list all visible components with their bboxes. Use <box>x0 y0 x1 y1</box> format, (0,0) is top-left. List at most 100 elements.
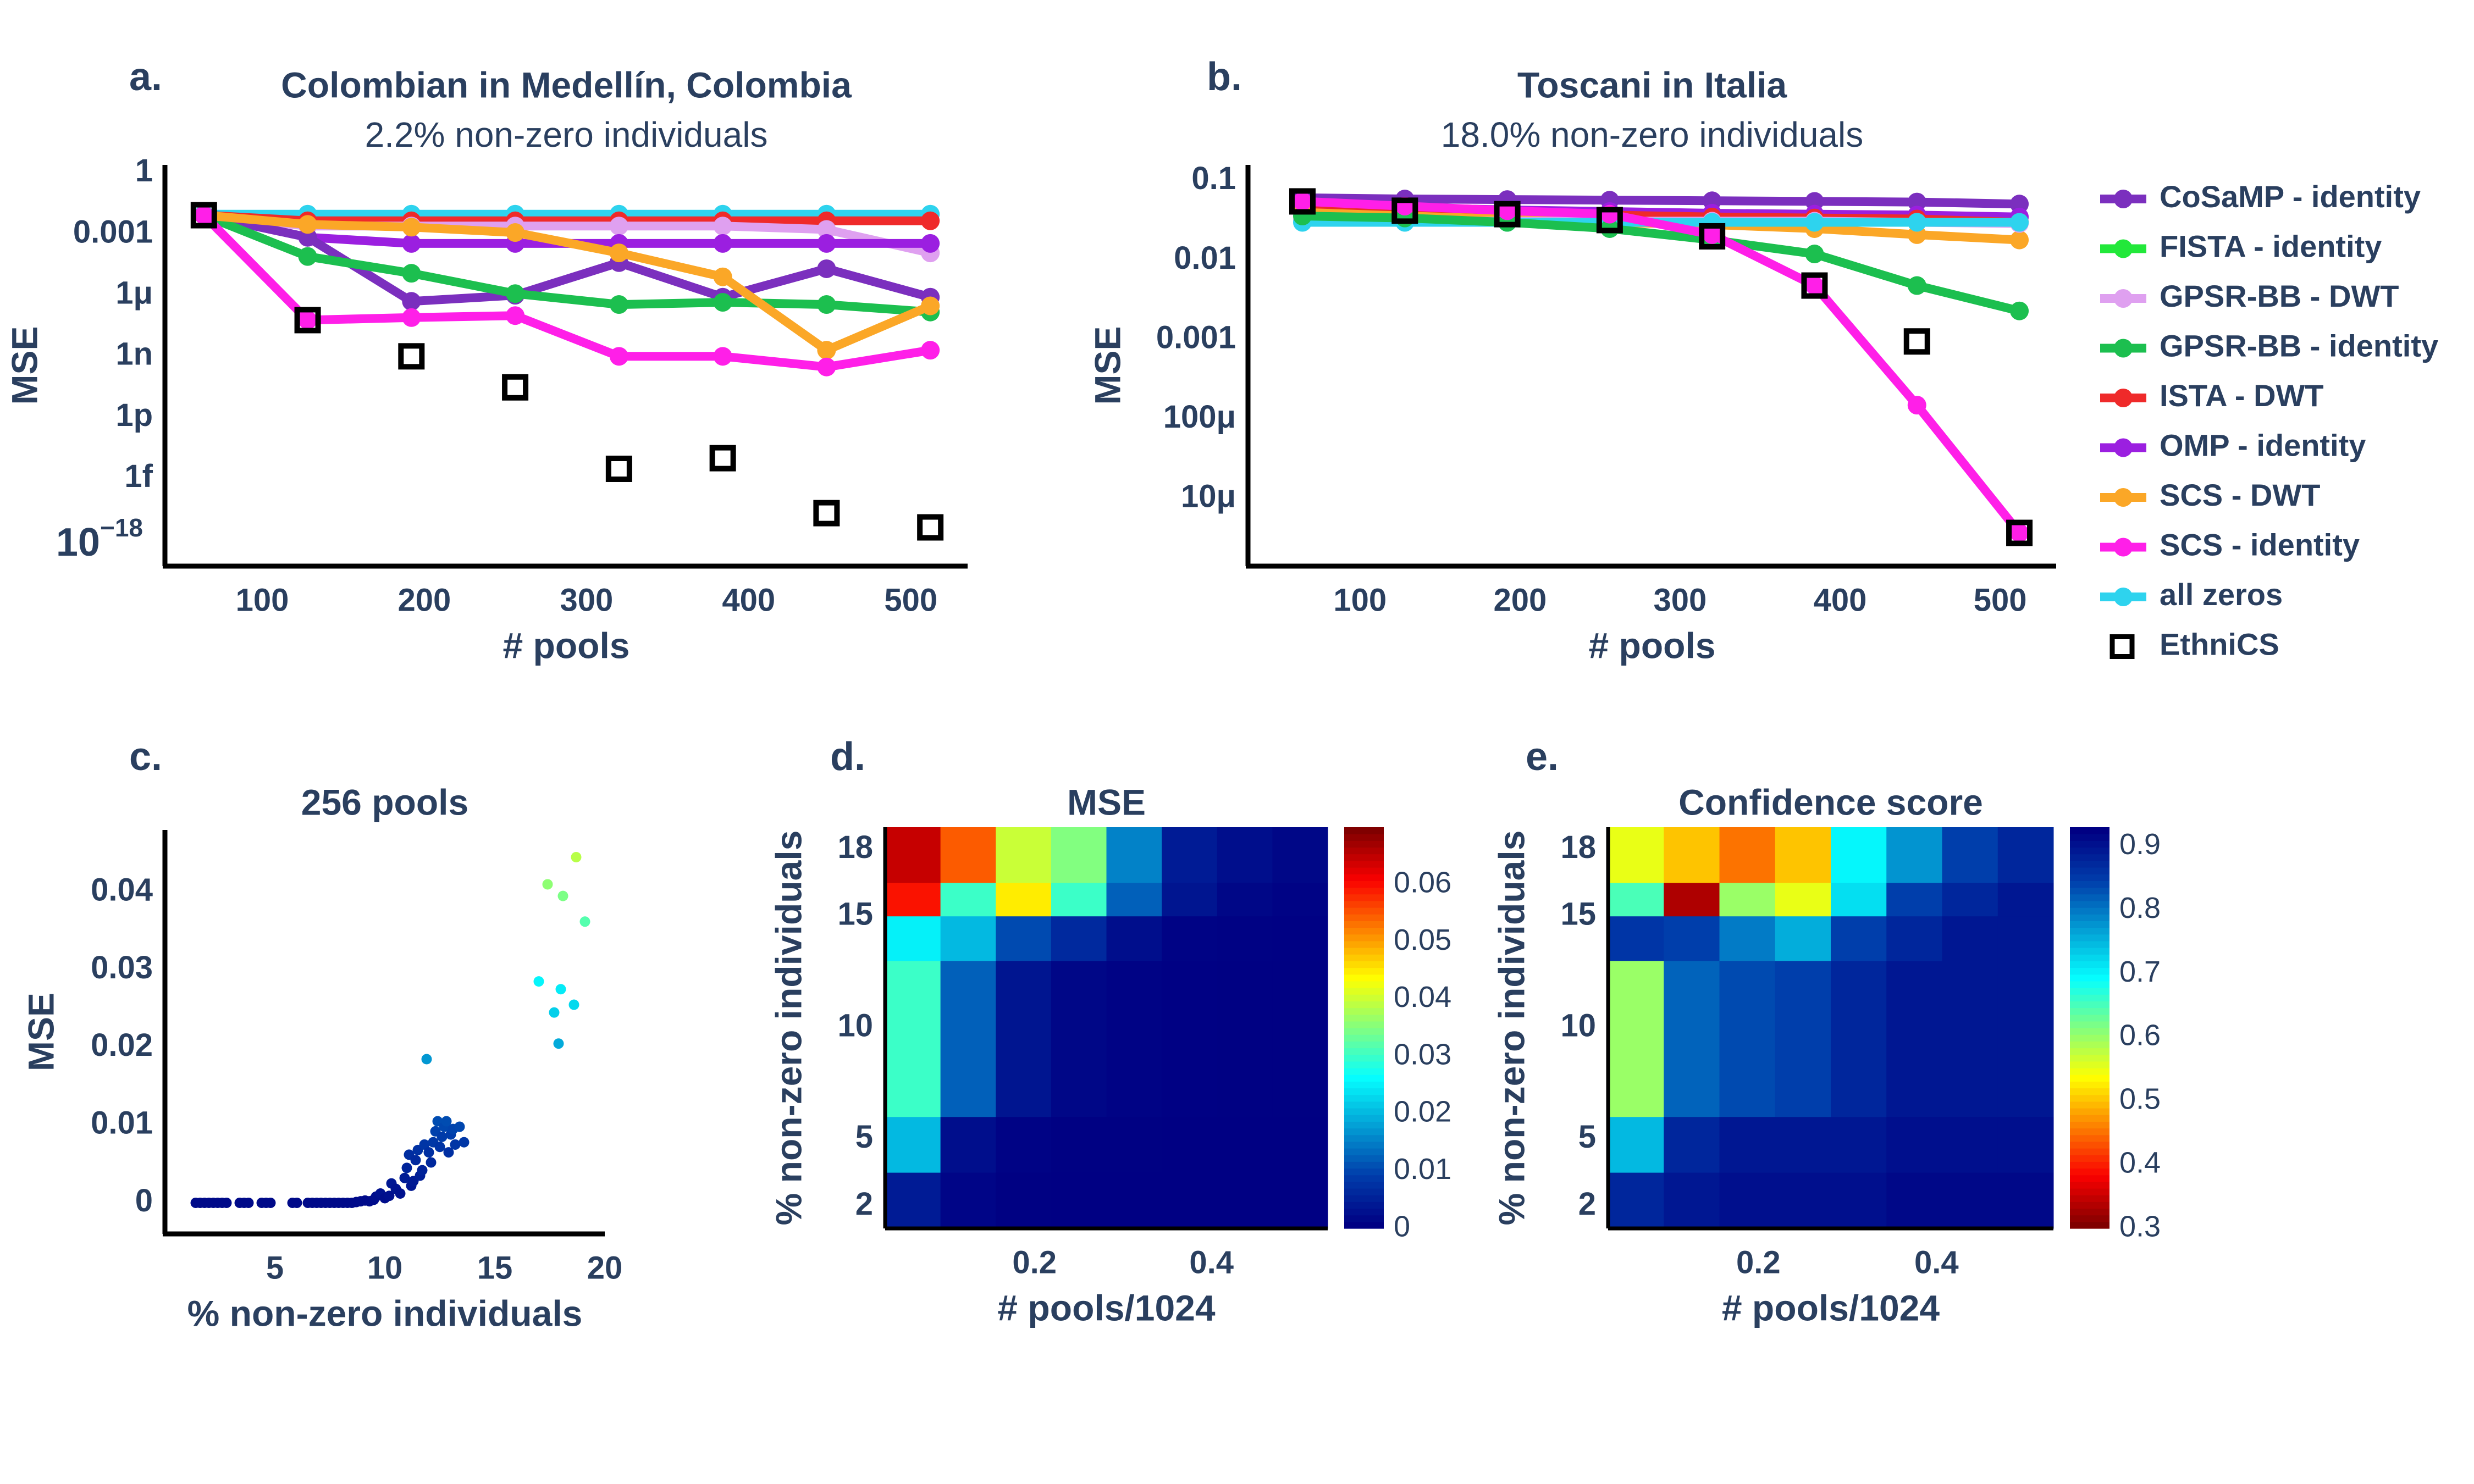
heatmap-cell <box>1217 961 1273 1117</box>
legend-swatch-dot <box>2114 339 2133 358</box>
series-point <box>921 211 940 230</box>
ethnics-marker <box>190 202 217 229</box>
series-point <box>609 347 628 366</box>
heatmap-cell <box>1997 916 2054 961</box>
y-tick-label: 15 <box>1560 896 1596 932</box>
heatmap-cells <box>1608 827 2054 1229</box>
colorbar-segment <box>1344 854 1384 861</box>
colorbar-segment <box>1344 988 1384 995</box>
colorbar-segment <box>2070 1088 2109 1095</box>
colorbar-segment <box>2070 1188 2109 1195</box>
colorbar-segment <box>1344 1061 1384 1068</box>
heatmap-cell <box>940 883 996 917</box>
heatmap-cell <box>1217 1172 1273 1229</box>
series-point <box>1805 213 1824 232</box>
series-point <box>506 223 525 242</box>
x-tick-label: 200 <box>398 582 451 618</box>
legend-item-fista-identity: FISTA - identity <box>2100 229 2382 263</box>
heatmap-cell <box>1106 1172 1162 1229</box>
heatmap-cell <box>1719 1172 1776 1229</box>
y-tick-label: 0.01 <box>1174 240 1236 276</box>
y-tick-label: 10 <box>837 1007 873 1043</box>
colorbar-segment <box>2070 1115 2109 1122</box>
legend-swatch-dot <box>2114 488 2133 507</box>
series-point <box>506 284 525 303</box>
ethnics-marker <box>1903 328 1930 355</box>
scatter-point <box>421 1054 432 1065</box>
y-tick-label: 10μ <box>1181 478 1236 514</box>
heatmap-cell <box>1886 1117 1942 1173</box>
scatter-point <box>450 1139 461 1150</box>
colorbar-tick-label: 0.06 <box>1394 866 1451 899</box>
heatmap-cell <box>1775 961 1831 1117</box>
y-tick-label: 0.01 <box>91 1105 153 1140</box>
x-tick-label: 10 <box>367 1250 403 1286</box>
series-point <box>1907 192 1926 212</box>
heatmap-cell <box>1051 1172 1107 1229</box>
colorbar-segment <box>1344 1108 1384 1115</box>
colorbar-segment <box>1344 1148 1384 1155</box>
series-point <box>609 217 628 236</box>
heatmap-cell <box>1942 961 1998 1117</box>
ethnics-marker <box>398 343 425 370</box>
panel-label-e: e. <box>1526 735 1559 779</box>
heatmap-cell <box>1775 883 1831 917</box>
scatter-point <box>384 1190 395 1201</box>
colorbar-segment <box>2070 961 2109 968</box>
colorbar-segment <box>2070 1007 2109 1015</box>
colorbar-segment <box>2070 1014 2109 1022</box>
series-point <box>817 357 836 376</box>
heatmap-cell <box>885 883 941 917</box>
heatmap-cell <box>1997 883 2054 917</box>
colorbar-segment <box>2070 867 2109 874</box>
series-point <box>298 215 317 234</box>
heatmap-cell <box>1608 827 1664 883</box>
colorbar-segment <box>1344 1028 1384 1035</box>
colorbar-segment <box>1344 1188 1384 1195</box>
series-point <box>921 341 940 360</box>
heatmap-cell <box>1272 883 1328 917</box>
colorbar-segment <box>2070 974 2109 982</box>
heatmap-cell <box>1775 916 1831 961</box>
colorbar-segment <box>1344 1081 1384 1089</box>
y-tick-label: 5 <box>855 1119 873 1155</box>
heatmap-cell <box>1775 827 1831 883</box>
series-point <box>402 218 421 237</box>
heatmap-cell <box>1664 961 1720 1117</box>
y-tick-label: 0 <box>135 1183 153 1219</box>
series-point <box>1805 276 1824 295</box>
series-point <box>2010 195 2029 214</box>
colorbar-tick-label: 0.05 <box>1394 923 1451 956</box>
colorbar-segment <box>1344 1014 1384 1022</box>
series-point <box>402 292 421 311</box>
series-ethnics <box>190 202 944 541</box>
colorbar-segment <box>1344 827 1384 834</box>
scatter-point <box>399 1172 410 1183</box>
legend-swatch-dot <box>2114 538 2133 557</box>
heatmap-cell <box>1942 1117 1998 1173</box>
colorbar-segment <box>1344 1041 1384 1049</box>
colorbar-segment <box>1344 981 1384 988</box>
heatmap-cell <box>1886 961 1942 1117</box>
scatter-point <box>542 879 553 890</box>
legend-item-gpsr-bb-dwt: GPSR-BB - DWT <box>2100 279 2399 313</box>
colorbar-segment <box>2070 948 2109 955</box>
ethnics-marker <box>1596 207 1623 234</box>
colorbar-segment <box>2070 1068 2109 1075</box>
ethnics-marker <box>1391 197 1418 224</box>
ethnics-marker <box>1699 223 1726 250</box>
colorbar-segment <box>2070 840 2109 848</box>
colorbar-segment <box>2070 1108 2109 1115</box>
colorbar-segment <box>1344 967 1384 975</box>
legend-label: all zeros <box>2160 577 2283 612</box>
series-point <box>1293 192 1312 211</box>
scatter-point <box>441 1116 452 1127</box>
legend: CoSaMP - identity FISTA - identity GPSR-BB… <box>2100 179 2438 661</box>
series-point <box>609 243 628 263</box>
y-tick-label: 1μ <box>115 275 153 311</box>
colorbar-segment <box>1344 1101 1384 1109</box>
y-tick-label: 1n <box>115 336 153 372</box>
colorbar-segment <box>1344 948 1384 955</box>
y-tick-label: 2 <box>855 1186 873 1222</box>
panel-b: b. Toscani in Italia 18.0% non-zero indivi… <box>1087 55 2056 666</box>
